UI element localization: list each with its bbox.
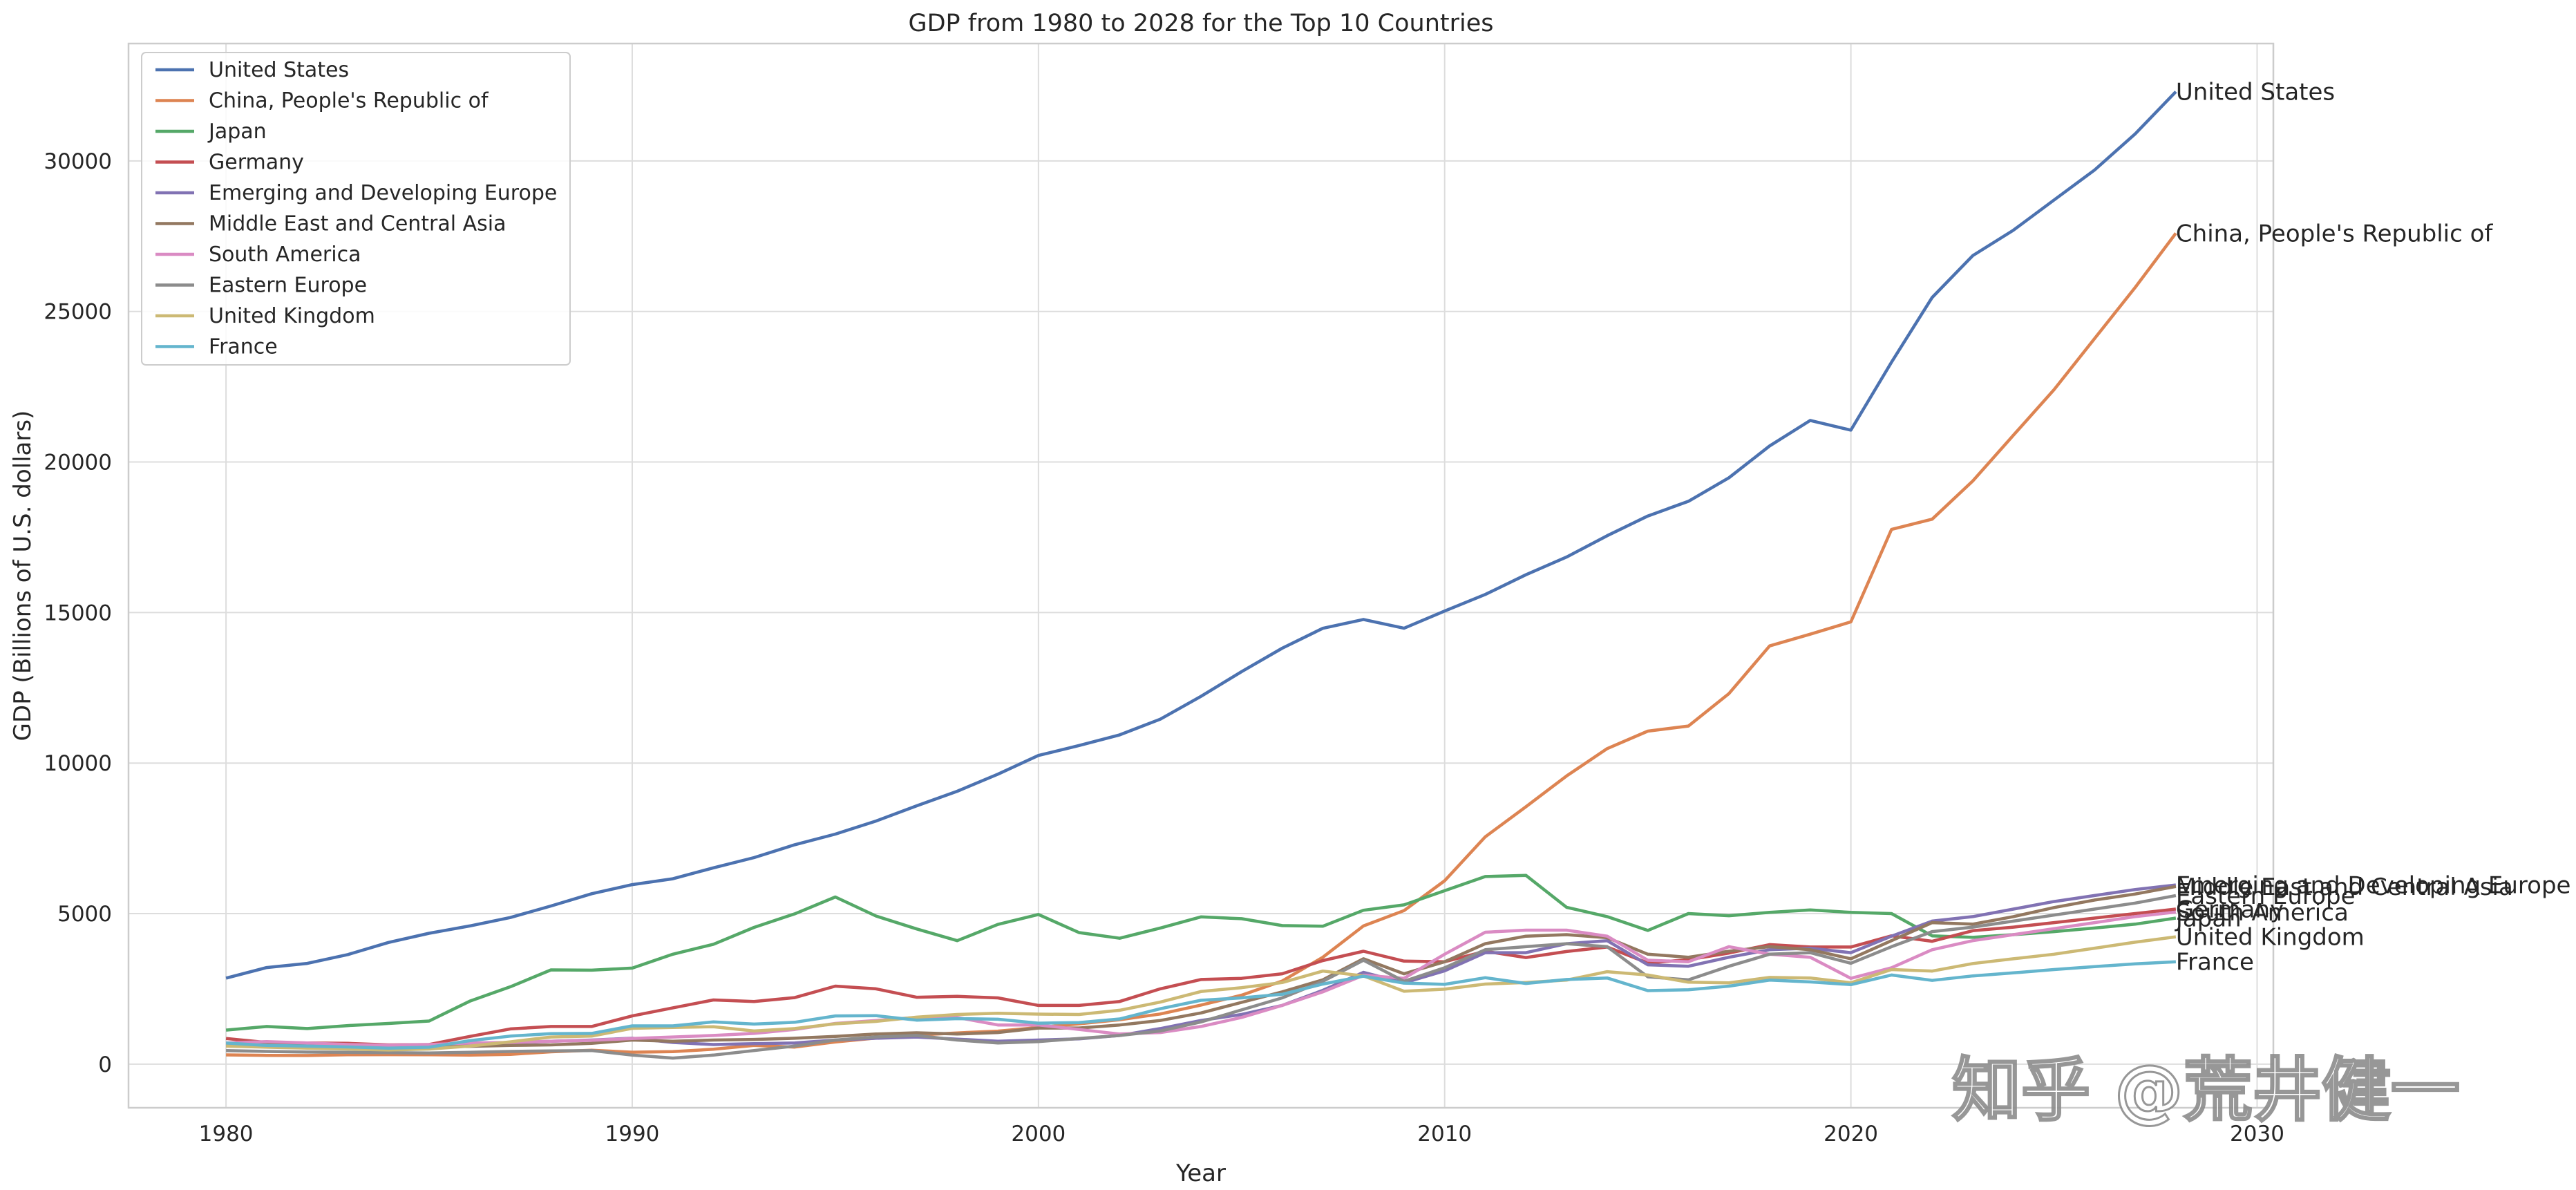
series-line [226,894,2177,1060]
legend-label: China, People's Republic of [209,89,489,113]
series-end-label: Germany [2176,896,2284,923]
legend-frame [141,52,571,366]
series-end-label: United States [2176,79,2335,106]
legend-label: United States [209,58,349,82]
series-end-label: Japan [2175,905,2242,933]
legend-label: Middle East and Central Asia [209,212,506,236]
series-line [225,873,2177,1032]
series-end-label: France [2176,949,2254,976]
legend-label: Eastern Europe [209,274,367,298]
y-tick-label: 0 [98,1052,112,1077]
x-tick-label: 2010 [1417,1122,1472,1146]
series-end-labels: United States China, People's Republic of… [2175,79,2571,976]
series-line [226,935,2177,1052]
legend-label: Emerging and Developing Europe [209,181,557,205]
x-tick-label: 2030 [2230,1122,2284,1146]
series-end-label: Middle East and Central Asia [2176,873,2513,901]
series-end-label: United Kingdom [2176,924,2365,952]
y-tick-label: 5000 [57,902,112,927]
y-tick-label: 10000 [44,751,112,776]
series-line [226,910,2177,1047]
series-line [225,91,2177,980]
chart-title: GDP from 1980 to 2028 for the Top 10 Cou… [908,10,1493,37]
series-end-label: Emerging and Developing Europe [2176,872,2571,900]
series-end-label: South America [2176,899,2349,927]
legend-label: Japan [207,120,267,144]
series-line [225,907,2177,1047]
legend: United States China, People's Republic of… [141,52,571,366]
y-tick-label: 25000 [44,300,112,325]
x-axis-title: Year [1175,1160,1226,1187]
y-tick-label: 30000 [44,149,112,174]
y-axis-title: GDP (Billions of U.S. dollars) [9,410,37,742]
legend-label: United Kingdom [209,304,375,328]
legend-label: France [209,335,278,359]
y-tick-label: 20000 [44,451,112,475]
x-tick-label: 2000 [1011,1122,1066,1146]
legend-label: South America [209,243,361,267]
series-lines [225,91,2177,1060]
series-end-label: Eastern Europe [2176,882,2356,910]
x-tick-label: 1980 [199,1122,254,1146]
x-tick-label: 2020 [1824,1122,1878,1146]
axis-tick-labels: 1980 1990 2000 2010 2020 2030 0 5000 10000 15000 2… [44,149,2284,1146]
legend-label: Germany [209,151,304,175]
series-line [226,885,2177,1048]
plot-frame [127,42,2275,1109]
series-line [225,960,2177,1050]
x-tick-label: 1990 [605,1122,660,1146]
series-end-label: China, People's Republic of [2176,220,2493,247]
watermark: 知乎 @荒井健一 [1952,1050,2460,1131]
y-tick-label: 15000 [44,601,112,625]
